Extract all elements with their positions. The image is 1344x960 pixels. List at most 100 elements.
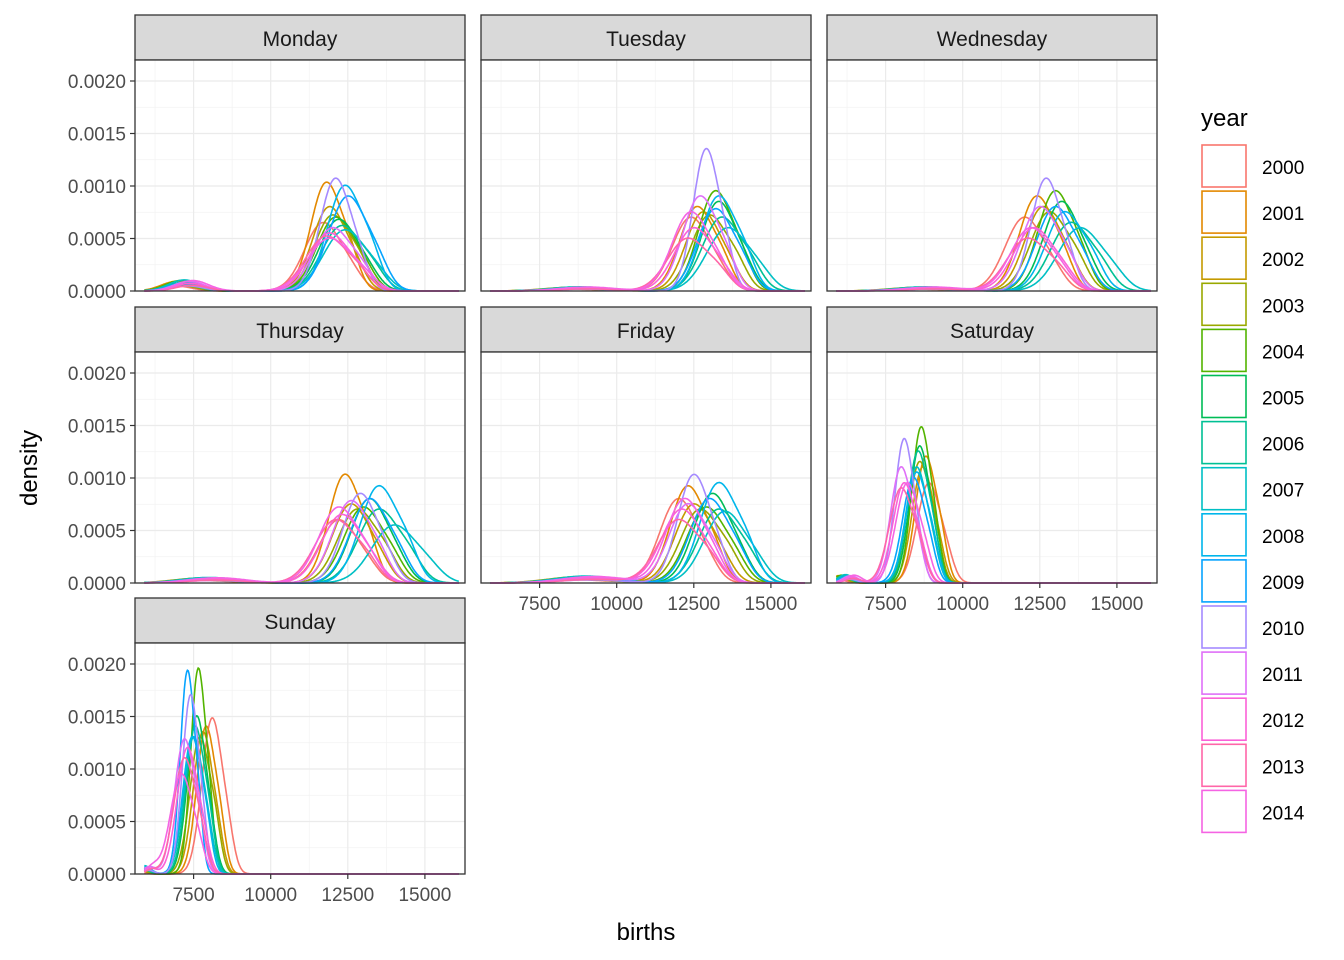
facet-sunday: Sunday 0.0000 0.0005 0.0010 0.0015 0.0020 7500… [68,597,466,906]
panel-background [481,352,811,583]
legend-key [1201,282,1247,327]
facet-strip-label: Saturday [950,320,1035,343]
y-tick-label: 0.0010 [68,469,126,490]
facet-strip [480,306,812,353]
legend-key [1201,651,1247,695]
legend-item-2011: 2011 [1201,651,1303,695]
facet-strip-label: Wednesday [937,28,1048,51]
facet-saturday: Saturday 7500 10000 12500 15000 [826,306,1158,615]
x-axis-title: births [617,919,676,946]
legend-key [1201,697,1247,742]
facet-panels: Monday 0.0000 0.0005 0.0010 0.0015 0.0020 Tues… [68,14,1158,906]
y-tick-label: 0.0020 [68,72,126,93]
legend-key [1201,144,1247,188]
legend: year 20002001200220032004200520062007200… [1201,105,1305,834]
panel-background [481,60,811,291]
panel-background [135,60,465,291]
legend-label: 2007 [1262,481,1304,502]
panel-background [827,60,1157,291]
y-tick-label: 0.0005 [68,813,126,834]
facet-wednesday: Wednesday [826,14,1158,292]
legend-item-2001: 2001 [1201,190,1304,234]
legend-label: 2009 [1262,573,1304,594]
x-tick-label: 12500 [321,885,374,906]
x-tick-label: 15000 [744,594,797,615]
legend-label: 2004 [1262,342,1305,363]
y-axis-title: density [16,430,43,506]
legend-label: 2008 [1262,527,1304,548]
x-tick-label: 10000 [936,594,989,615]
facet-strip-label: Thursday [256,320,344,343]
y-tick-label: 0.0000 [68,865,126,886]
x-tick-label: 7500 [172,885,214,906]
x-tick-label: 10000 [244,885,297,906]
legend-label: 2003 [1262,296,1304,317]
legend-item-2009: 2009 [1201,559,1304,603]
legend-item-2013: 2013 [1201,743,1304,788]
panel-border [826,351,1158,584]
legend-key [1201,789,1247,834]
legend-key [1201,466,1247,511]
panel-border [134,642,466,875]
legend-key [1201,512,1247,557]
panel-border [134,59,466,292]
x-tick-label: 12500 [1013,594,1066,615]
legend-item-2012: 2012 [1201,697,1304,742]
y-tick-label: 0.0015 [68,417,126,438]
facet-thursday: Thursday 0.0000 0.0005 0.0010 0.0015 0.0020 [68,306,466,595]
facet-strip [134,597,466,644]
facet-strip-label: Friday [617,320,676,343]
legend-item-2008: 2008 [1201,512,1304,557]
legend-label: 2005 [1262,389,1304,410]
legend-key [1201,190,1247,234]
y-tick-label: 0.0005 [68,522,126,543]
x-tick-label: 15000 [398,885,451,906]
legend-item-2010: 2010 [1201,605,1304,649]
legend-label: 2012 [1262,711,1304,732]
x-tick-label: 7500 [518,594,560,615]
facet-strip [826,306,1158,353]
facet-strip [826,14,1158,61]
legend-label: 2006 [1262,435,1304,456]
legend-items: 2000 2001 2002 2003 2004 2005 2006 2007 2008 2009… [1201,144,1305,834]
legend-label: 2010 [1262,619,1304,640]
legend-item-2002: 2002 [1201,236,1304,280]
facet-strip-label: Tuesday [606,28,686,51]
x-tick-label: 10000 [590,594,643,615]
facet-friday: Friday 7500 10000 12500 15000 [480,306,812,615]
x-tick-label: 7500 [864,594,906,615]
legend-label: 2002 [1262,250,1304,271]
legend-label: 2011 [1262,665,1303,686]
y-tick-label: 0.0015 [68,125,126,146]
legend-label: 2001 [1262,204,1304,225]
legend-item-2005: 2005 [1201,374,1304,419]
y-tick-label: 0.0005 [68,230,126,251]
facet-strip [134,14,466,61]
legend-label: 2000 [1262,158,1304,179]
legend-key [1201,236,1247,280]
legend-item-2000: 2000 [1201,144,1304,188]
y-tick-label: 0.0010 [68,177,126,198]
legend-key [1201,743,1247,788]
facet-strip-label: Monday [263,28,338,51]
panel-border [480,351,812,584]
y-tick-label: 0.0000 [68,282,126,303]
legend-key [1201,605,1247,649]
facet-strip [134,306,466,353]
panel-background [827,352,1157,583]
legend-key [1201,420,1247,465]
legend-label: 2014 [1262,803,1305,824]
panel-border [134,351,466,584]
y-tick-label: 0.0015 [68,708,126,729]
legend-label: 2013 [1262,757,1304,778]
panel-border [480,59,812,292]
y-tick-label: 0.0010 [68,760,126,781]
legend-item-2014: 2014 [1201,789,1305,834]
x-tick-label: 15000 [1090,594,1143,615]
facet-tuesday: Tuesday [480,14,812,292]
y-tick-label: 0.0000 [68,574,126,595]
legend-key [1201,374,1247,419]
legend-item-2003: 2003 [1201,282,1304,327]
legend-key [1201,559,1247,603]
